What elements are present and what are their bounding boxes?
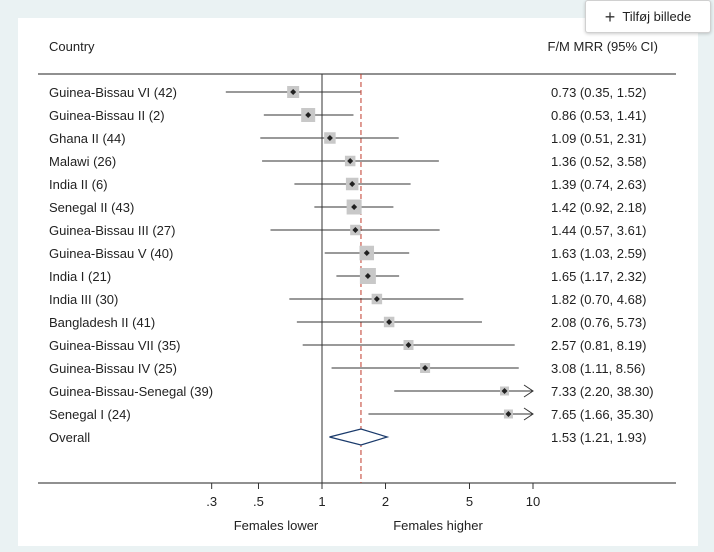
- study-ci-value: 1.39 (0.74, 2.63): [551, 177, 646, 192]
- x-tick-label: 5: [466, 494, 473, 509]
- x-axis-label-higher: Females higher: [393, 518, 483, 533]
- x-tick-label: .5: [253, 494, 264, 509]
- point-estimate: [364, 273, 371, 279]
- study-label: Senegal II (43): [49, 200, 134, 215]
- study-label: Guinea-Bissau III (27): [49, 223, 175, 238]
- study-label: Guinea-Bissau IV (25): [49, 361, 177, 376]
- study-ci-value: 2.08 (0.76, 5.73): [551, 315, 646, 330]
- add-image-label: Tilføj billede: [622, 9, 692, 24]
- study-ci-value: 3.08 (1.11, 8.56): [551, 361, 645, 376]
- x-tick-label: 2: [382, 494, 389, 509]
- study-label: Guinea-Bissau-Senegal (39): [49, 384, 213, 399]
- study-label: Ghana II (44): [49, 131, 126, 146]
- ci-arrow: [523, 384, 534, 398]
- plot-area: [18, 18, 698, 546]
- study-label: India II (6): [49, 177, 108, 192]
- x-tick-label: .3: [206, 494, 217, 509]
- study-label: Guinea-Bissau VI (42): [49, 85, 177, 100]
- x-axis-label-lower: Females lower: [234, 518, 319, 533]
- study-label: Guinea-Bissau VII (35): [49, 338, 181, 353]
- point-estimate: [501, 388, 508, 394]
- study-ci-value: 1.44 (0.57, 3.61): [551, 223, 646, 238]
- header-ci: F/M MRR (95% CI): [548, 39, 659, 54]
- study-ci-value: 1.65 (1.17, 2.32): [551, 269, 646, 284]
- point-estimate: [347, 158, 354, 164]
- point-estimate: [505, 411, 512, 417]
- overall-ci-value: 1.53 (1.21, 1.93): [551, 430, 646, 445]
- point-estimate: [305, 112, 312, 118]
- ci-arrow: [523, 407, 534, 421]
- study-ci-value: 2.57 (0.81, 8.19): [551, 338, 646, 353]
- study-ci-value: 7.65 (1.66, 35.30): [551, 407, 654, 422]
- point-estimate: [422, 365, 429, 371]
- point-estimate: [386, 319, 393, 325]
- point-estimate: [349, 181, 356, 187]
- study-label: Guinea-Bissau II (2): [49, 108, 165, 123]
- study-ci-value: 1.82 (0.70, 4.68): [551, 292, 646, 307]
- study-ci-value: 1.36 (0.52, 3.58): [551, 154, 646, 169]
- point-estimate: [326, 135, 333, 141]
- plus-icon: +: [604, 6, 616, 27]
- study-ci-value: 1.42 (0.92, 2.18): [551, 200, 646, 215]
- point-estimate: [373, 296, 380, 302]
- x-tick-label: 1: [318, 494, 325, 509]
- header-country: Country: [49, 39, 95, 54]
- study-ci-value: 0.86 (0.53, 1.41): [551, 108, 646, 123]
- study-label: Malawi (26): [49, 154, 116, 169]
- study-label: India I (21): [49, 269, 111, 284]
- point-estimate: [363, 250, 370, 256]
- study-label: Senegal I (24): [49, 407, 131, 422]
- point-estimate: [351, 204, 358, 210]
- study-label: India III (30): [49, 292, 118, 307]
- study-ci-value: 0.73 (0.35, 1.52): [551, 85, 646, 100]
- study-ci-value: 1.09 (0.51, 2.31): [551, 131, 646, 146]
- study-ci-value: 1.63 (1.03, 2.59): [551, 246, 646, 261]
- point-estimate: [405, 342, 412, 348]
- overall-diamond: [329, 428, 390, 446]
- study-label: Guinea-Bissau V (40): [49, 246, 173, 261]
- overall-label: Overall: [49, 430, 90, 445]
- point-estimate: [290, 89, 297, 95]
- add-image-button[interactable]: + Tilføj billede: [585, 0, 711, 33]
- study-label: Bangladesh II (41): [49, 315, 155, 330]
- x-tick-label: 10: [526, 494, 540, 509]
- study-ci-value: 7.33 (2.20, 38.30): [551, 384, 654, 399]
- point-estimate: [352, 227, 359, 233]
